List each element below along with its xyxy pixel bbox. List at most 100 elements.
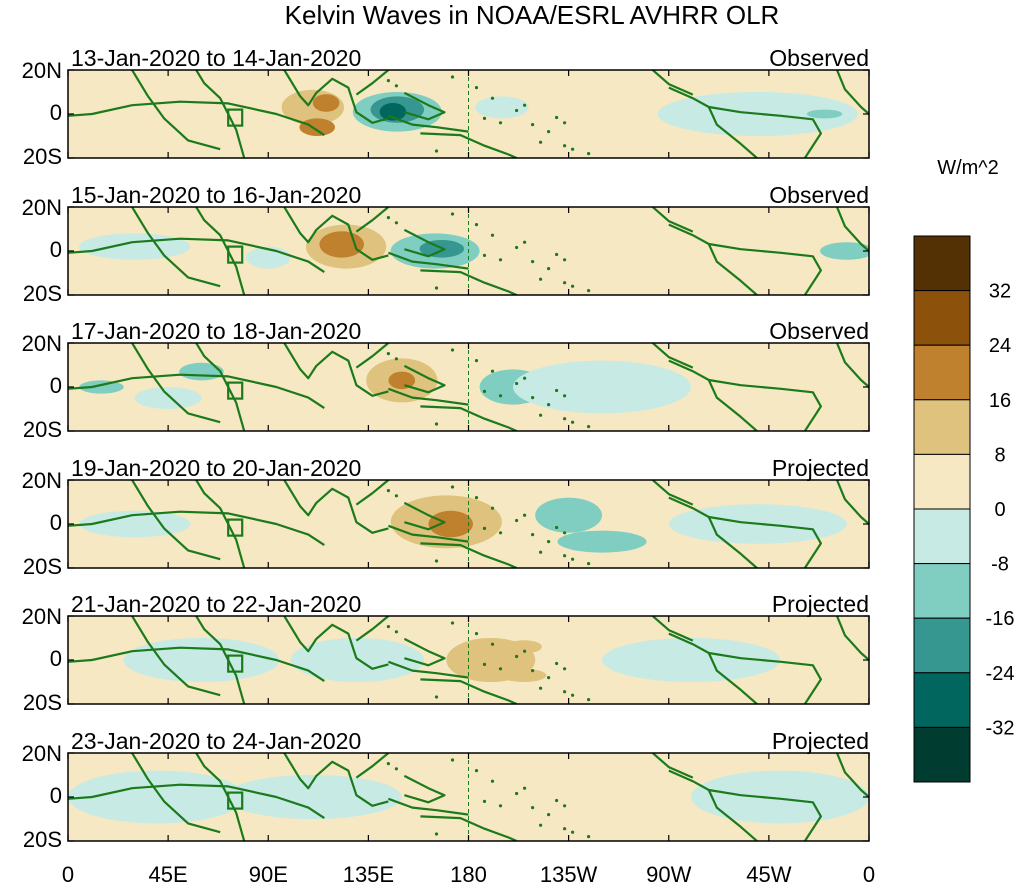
legend-level-label: 32 xyxy=(989,281,1011,303)
coastline xyxy=(420,269,518,295)
island-dot xyxy=(498,804,503,808)
island-dot xyxy=(523,103,527,107)
anomaly-contour xyxy=(428,510,474,538)
island-dot xyxy=(523,240,527,244)
anomaly-contour xyxy=(602,638,780,682)
island-dot xyxy=(563,667,567,671)
coastline xyxy=(195,343,246,431)
island-dot xyxy=(563,804,567,808)
island-dot xyxy=(547,130,551,134)
island-dot xyxy=(434,422,439,426)
island-dot xyxy=(539,413,543,417)
panel-status: Observed xyxy=(769,45,869,71)
panel-date-range: 23-Jan-2020 to 24-Jan-2020 xyxy=(71,728,361,754)
coastline xyxy=(388,387,469,406)
maldives-box xyxy=(227,381,244,400)
anomaly-contour xyxy=(557,530,647,553)
legend-color-swatch xyxy=(913,726,971,783)
coastline xyxy=(355,753,390,779)
island-dot xyxy=(539,277,543,281)
island-dot xyxy=(539,823,543,827)
coastline xyxy=(835,207,869,252)
anomaly-contour xyxy=(319,231,365,258)
coastline xyxy=(68,237,325,274)
island-dot xyxy=(563,281,567,285)
anomaly-contour xyxy=(123,638,280,682)
y-tick-label: 0 xyxy=(50,237,62,262)
coastline xyxy=(651,753,694,779)
coastline xyxy=(651,480,694,506)
legend-color-swatch xyxy=(913,508,971,565)
island-dot xyxy=(450,621,455,625)
panel-stack: 20N 0 20S 13-Jan-2020 to 14-Jan-2020 Observe… xyxy=(22,45,870,852)
island-dot xyxy=(555,388,559,393)
island-dot xyxy=(523,786,527,790)
color-legend: W/m^2 32 24 16 8 0 -8 -16 -24 -32 xyxy=(913,157,1014,783)
island-dot xyxy=(571,147,575,151)
coastline xyxy=(68,100,325,137)
island-dot xyxy=(482,389,487,393)
maldives-box xyxy=(227,654,244,673)
island-dot xyxy=(515,381,519,386)
island-dot xyxy=(555,115,559,120)
x-tick-label: 45E xyxy=(149,862,188,887)
coastline xyxy=(355,616,390,642)
island-dot xyxy=(474,632,479,636)
island-dot xyxy=(394,494,398,498)
x-tick-label: 135E xyxy=(343,862,394,887)
coastlines xyxy=(68,70,869,158)
anomaly-contour xyxy=(79,233,191,260)
y-tick-label: 20N xyxy=(22,195,62,220)
island-dot xyxy=(547,813,551,817)
coastline xyxy=(195,70,246,158)
island-dot xyxy=(563,394,567,398)
coastline xyxy=(668,632,823,704)
island-dot xyxy=(515,791,519,796)
island-dot xyxy=(498,667,503,671)
coastline xyxy=(355,343,390,369)
coastline xyxy=(403,228,446,258)
legend-level-label: 24 xyxy=(989,335,1011,357)
anomaly-contour xyxy=(388,371,416,390)
coastlines xyxy=(68,480,869,568)
coastline xyxy=(283,480,389,534)
coastline xyxy=(68,783,325,820)
anomaly-contour xyxy=(223,775,402,819)
island-dot xyxy=(563,258,567,262)
island-dot xyxy=(531,806,535,810)
island-dot xyxy=(394,84,398,88)
legend-color-swatch xyxy=(913,617,971,674)
x-axis: 0 45E 90E 135E 180 135W 90W 45W 0 xyxy=(62,862,875,887)
x-tick-label: 90W xyxy=(646,862,691,887)
coastline xyxy=(131,753,221,834)
coastline xyxy=(195,616,246,704)
x-tick-label: 45W xyxy=(746,862,791,887)
island-dot xyxy=(563,144,567,148)
island-dot xyxy=(547,403,551,407)
coastline xyxy=(403,91,446,121)
anomaly-contour xyxy=(179,362,224,381)
coastlines xyxy=(68,343,869,431)
island-dot xyxy=(515,245,519,250)
y-tick-label: 20S xyxy=(23,554,62,579)
coastline xyxy=(131,343,221,424)
panel-1: 20N 0 20S 13-Jan-2020 to 14-Jan-2020 Observe… xyxy=(22,45,870,169)
island-dot xyxy=(563,121,567,125)
coastline xyxy=(403,637,446,667)
anomaly-contour xyxy=(468,766,647,828)
panel-date-range: 21-Jan-2020 to 22-Jan-2020 xyxy=(71,591,361,617)
coastline xyxy=(195,207,246,295)
island-dot xyxy=(490,96,495,100)
y-tick-label: 20S xyxy=(23,281,62,306)
coastline xyxy=(131,70,221,151)
panel-status: Projected xyxy=(772,728,869,754)
x-tick-label: 180 xyxy=(450,862,487,887)
y-tick-label: 0 xyxy=(50,100,62,125)
coastline xyxy=(68,373,325,410)
coastline xyxy=(651,207,694,233)
island-dot xyxy=(547,540,551,544)
y-tick-label: 20S xyxy=(23,827,62,852)
island-dot xyxy=(434,832,439,836)
panel-5: 20N 0 20S 21-Jan-2020 to 22-Jan-2020 Project… xyxy=(22,591,870,715)
